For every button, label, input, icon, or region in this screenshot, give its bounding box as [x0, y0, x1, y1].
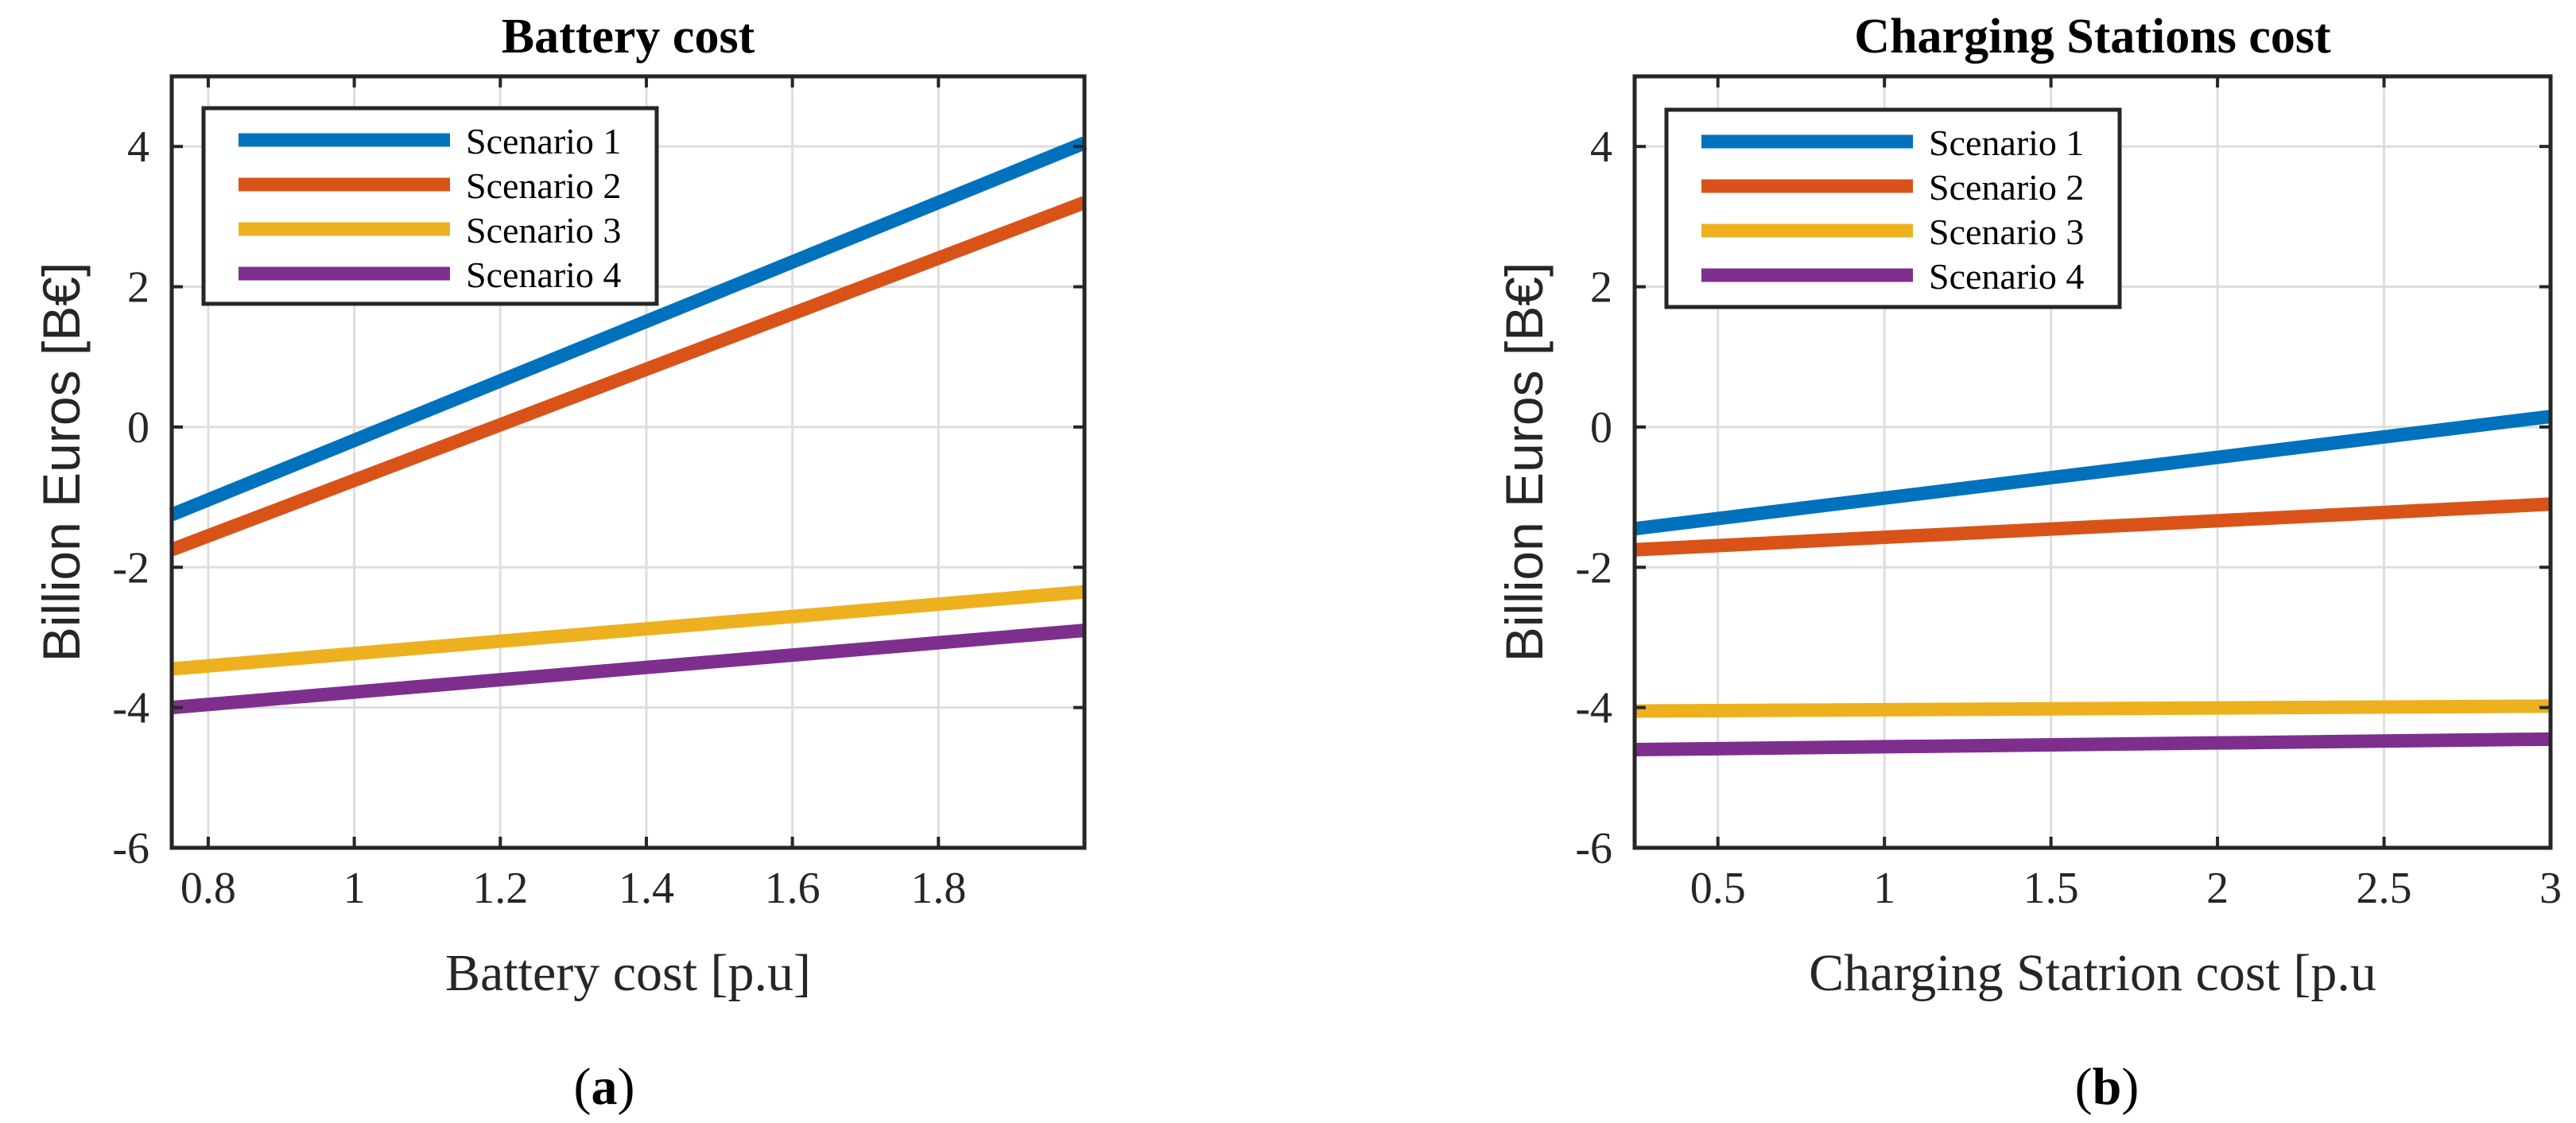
chart-charging-stations-cost: 0.5 1 1.5 2 2.5 3 -6 -4 -2 0 2 4 Charging Stations c… [1495, 10, 2562, 1116]
x-axis-label: Charging Statrion cost [p.u [1809, 944, 2376, 1002]
legend-label-scenario-3: Scenario 3 [1929, 212, 2084, 252]
panel-label-letter: a [592, 1058, 618, 1116]
x-tick-label: 2.5 [2357, 864, 2412, 913]
y-tick-label: 2 [1590, 263, 1612, 313]
y-tick-label: 4 [1590, 122, 1612, 172]
series-line-scenario-3 [171, 585, 1085, 676]
y-tick-label: -4 [112, 684, 149, 733]
y-tick-label: -2 [112, 543, 149, 593]
legend-label-scenario-4: Scenario 4 [466, 255, 621, 295]
axes-box [169, 74, 1087, 850]
y-tick-label: -6 [1575, 824, 1612, 873]
series-line-scenario-4 [171, 624, 1085, 715]
legend-label-scenario-3: Scenario 3 [466, 210, 621, 251]
y-tick-label: 2 [127, 263, 149, 313]
x-tick-label: 3 [2539, 864, 2562, 913]
series-line-scenario-1 [1633, 410, 2552, 536]
x-tick-label: 1.8 [910, 864, 966, 913]
x-tick-label: 1.4 [619, 864, 674, 913]
legend-label-scenario-1: Scenario 1 [1929, 122, 2084, 163]
y-tick-label: -2 [1575, 543, 1612, 593]
panel-label: (b) [2075, 1058, 2140, 1116]
x-tick-label: 1.6 [765, 864, 821, 913]
y-tick-label: 0 [127, 403, 149, 453]
legend-label-scenario-1: Scenario 1 [466, 121, 621, 161]
panel-label-open-paren: ( [2075, 1058, 2093, 1116]
y-tick-label: -6 [112, 824, 149, 873]
series-line-scenario-2 [169, 196, 1088, 557]
chart-title: Battery cost [502, 10, 755, 64]
y-tick-label: 4 [127, 122, 149, 172]
y-axis-label: Billion Euros [B€] [1495, 262, 1554, 663]
legend-label-scenario-2: Scenario 2 [1929, 167, 2084, 208]
chart-title: Charging Stations cost [1854, 10, 2331, 64]
x-tick-label: 1 [343, 864, 366, 913]
legend-label-scenario-2: Scenario 2 [466, 165, 621, 206]
y-tick-label: -4 [1575, 684, 1612, 733]
panel-label-letter: b [2093, 1058, 2122, 1116]
legend-label-scenario-4: Scenario 4 [1929, 256, 2084, 297]
y-tick-label: 0 [1590, 403, 1612, 453]
x-axis-label: Battery cost [p.u] [445, 944, 811, 1002]
x-tick-label: 1 [1873, 864, 1895, 913]
x-tick-label: 0.8 [180, 864, 236, 913]
x-tick-label: 2 [2206, 864, 2229, 913]
panel-label-close-paren: ) [618, 1058, 635, 1116]
panel-label-open-paren: ( [574, 1058, 592, 1116]
panel-label-close-paren: ) [2121, 1058, 2139, 1116]
axes-box [1632, 74, 2553, 850]
x-tick-label: 1.5 [2023, 864, 2079, 913]
series-line-scenario-4 [1634, 732, 2551, 757]
series-line-scenario-2 [1634, 497, 2551, 557]
panel-label: (a) [574, 1058, 635, 1116]
series-line-scenario-3 [1634, 699, 2551, 718]
series-line-scenario-1 [169, 136, 1088, 522]
chart-battery-cost: 0.8 1 1.2 1.4 1.6 1.8 -6 -4 -2 0 2 4 Battery cost Bat… [32, 10, 1088, 1116]
x-tick-label: 0.5 [1690, 864, 1746, 913]
x-tick-label: 1.2 [472, 864, 528, 913]
y-axis-label: Billion Euros [B€] [32, 262, 91, 663]
